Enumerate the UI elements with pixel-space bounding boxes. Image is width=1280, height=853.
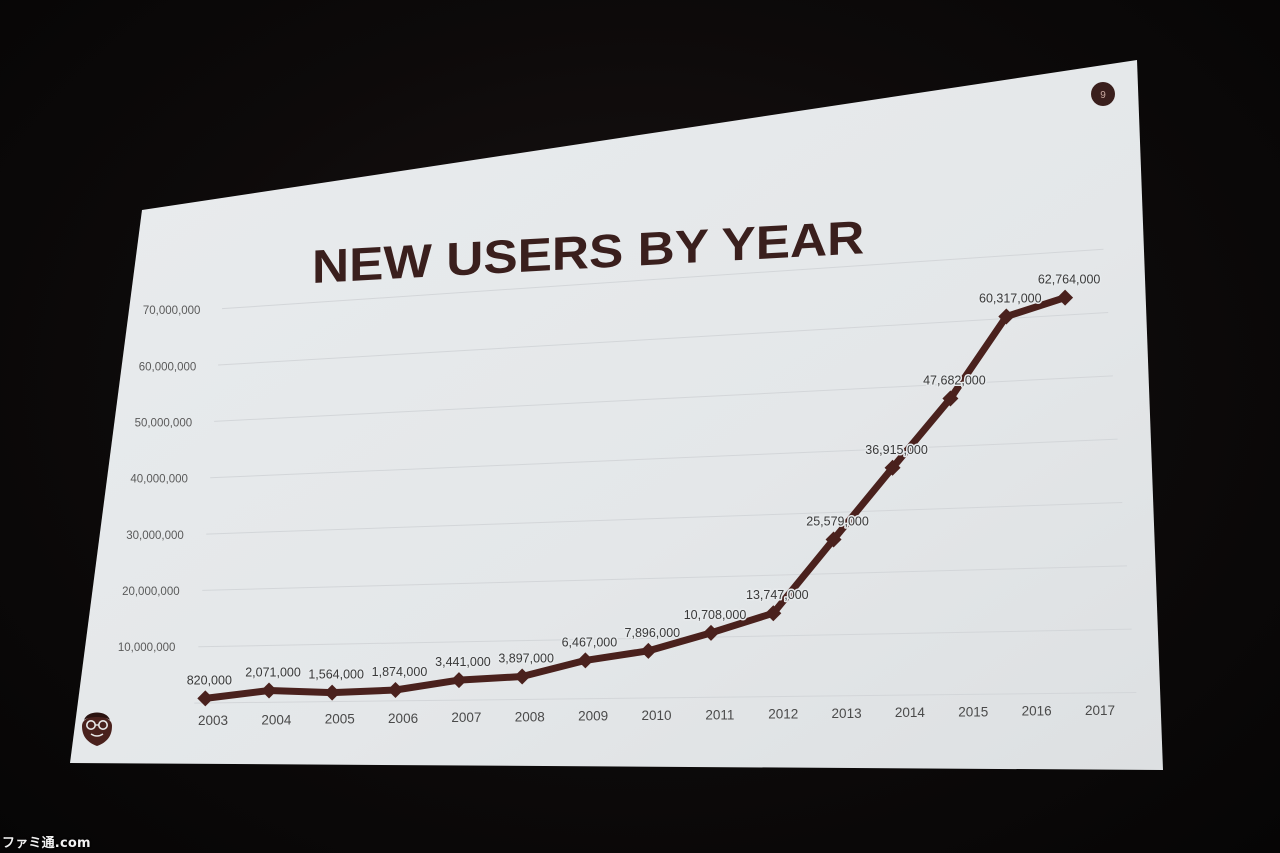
data-point-marker [884, 459, 901, 476]
data-point-marker [387, 682, 404, 699]
data-point-marker [703, 624, 720, 641]
grid-line [206, 502, 1123, 535]
data-point-marker [197, 690, 214, 707]
data-point-marker [261, 682, 278, 699]
x-tick-label: 2011 [705, 707, 734, 722]
page-number: 9 [1100, 90, 1106, 101]
data-point-marker [825, 531, 842, 548]
data-label: 60,317,000 [979, 292, 1042, 306]
grid-line [202, 565, 1127, 591]
grid-line [210, 438, 1118, 479]
y-tick-label: 60,000,000 [139, 361, 197, 373]
x-tick-label: 2015 [958, 704, 988, 719]
x-tick-label: 2004 [261, 712, 292, 727]
y-tick-label: 50,000,000 [135, 417, 193, 429]
data-label: 820,000 [187, 673, 232, 687]
data-label: 10,708,000 [684, 608, 747, 622]
series-line [197, 289, 1074, 707]
data-label: 3,441,000 [435, 655, 491, 669]
x-tick-label: 2014 [895, 705, 926, 720]
data-point-marker [998, 308, 1015, 325]
y-tick-label: 30,000,000 [126, 530, 184, 542]
data-point-marker [514, 668, 531, 685]
x-tick-label: 2013 [832, 706, 862, 721]
page-badge-circle [1091, 82, 1115, 106]
data-label: 36,915,000 [865, 443, 928, 457]
x-tick-label: 2007 [451, 710, 481, 725]
data-label: 1,874,000 [372, 665, 428, 679]
x-tick-label: 2009 [578, 709, 608, 724]
data-label: 25,579,000 [806, 515, 869, 529]
watermark-logo: ファミ通.com [2, 836, 91, 851]
data-label: 1,564,000 [308, 668, 364, 682]
x-axis-ticks: 2003 2004 2005 2006 2007 2008 2009 2010 2011 2012… [198, 703, 1115, 728]
data-point-marker [942, 390, 959, 407]
data-point-marker [640, 642, 657, 659]
data-label: 13,747,000 [746, 588, 809, 602]
x-tick-label: 2008 [515, 709, 545, 724]
page-number-badge: 9 [1091, 82, 1115, 106]
y-tick-label: 40,000,000 [130, 474, 188, 486]
data-point-marker [450, 672, 467, 689]
y-tick-label: 20,000,000 [122, 586, 180, 598]
data-label: 2,071,000 [245, 666, 301, 680]
y-axis-ticks: 10,000,000 20,000,000 30,000,000 40,000,000… [118, 305, 201, 654]
data-label: 47,682,000 [923, 374, 986, 388]
data-label: 62,764,000 [1038, 273, 1101, 287]
grid-line [194, 692, 1137, 704]
x-tick-label: 2006 [388, 711, 418, 726]
y-tick-label: 10,000,000 [118, 642, 176, 654]
data-labels: 820,000 2,071,000 1,564,000 1,874,000 3,441,… [185, 271, 1102, 689]
grid-line [222, 248, 1104, 310]
x-tick-label: 2005 [325, 712, 355, 727]
x-tick-label: 2012 [768, 707, 798, 722]
data-label: 3,897,000 [498, 652, 554, 666]
data-label: 6,467,000 [562, 635, 618, 649]
grid-line [218, 312, 1109, 366]
data-label: 7,896,000 [625, 626, 681, 640]
data-point-marker [1057, 289, 1074, 306]
x-tick-label: 2016 [1022, 704, 1052, 719]
x-tick-label: 2017 [1085, 703, 1115, 718]
x-tick-label: 2010 [641, 708, 671, 723]
data-point-marker [324, 684, 341, 701]
slide-screen [70, 60, 1163, 770]
data-point-marker [765, 605, 782, 622]
bearded-face-icon [82, 712, 112, 746]
grid-line [198, 628, 1132, 648]
data-point-marker [577, 652, 594, 669]
x-tick-label: 2003 [198, 713, 228, 728]
y-tick-label: 70,000,000 [143, 305, 201, 317]
grid-lines [194, 248, 1137, 704]
